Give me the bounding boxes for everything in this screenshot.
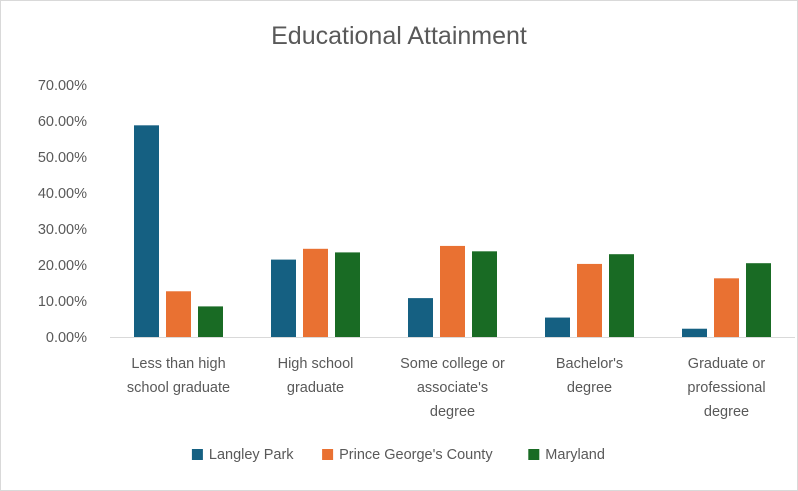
legend-swatch — [528, 449, 539, 460]
y-tick-label: 0.00% — [46, 330, 87, 346]
y-tick-label: 70.00% — [38, 78, 87, 94]
bar-prince-georges-county — [440, 246, 465, 337]
bar-maryland — [609, 254, 634, 337]
y-tick-label: 30.00% — [38, 222, 87, 238]
x-category-label: professional — [687, 380, 765, 396]
legend-swatch — [192, 449, 203, 460]
bar-prince-georges-county — [577, 264, 602, 337]
legend-label: Prince George's County — [339, 447, 493, 463]
bar-maryland — [472, 251, 497, 337]
y-tick-label: 50.00% — [38, 150, 87, 166]
y-tick-label: 60.00% — [38, 114, 87, 130]
legend-swatch — [322, 449, 333, 460]
x-category-label: Less than high — [131, 356, 225, 372]
bar-prince-georges-county — [166, 291, 191, 337]
x-category-label: degree — [430, 404, 475, 420]
bar-maryland — [198, 306, 223, 337]
bar-langley-park — [682, 329, 707, 337]
x-category-label: Bachelor's — [556, 356, 623, 372]
x-category-label: Graduate or — [688, 356, 766, 372]
x-category-label: degree — [567, 380, 612, 396]
legend-label: Maryland — [545, 447, 605, 463]
x-category-label: Some college or — [400, 356, 505, 372]
bar-langley-park — [271, 260, 296, 337]
y-tick-label: 20.00% — [38, 258, 87, 274]
bar-maryland — [335, 252, 360, 337]
bar-langley-park — [134, 125, 159, 337]
legend-label: Langley Park — [209, 447, 294, 463]
y-tick-label: 10.00% — [38, 294, 87, 310]
x-category-label: High school — [278, 356, 354, 372]
x-category-label: associate's — [417, 380, 488, 396]
bar-prince-georges-county — [714, 278, 739, 337]
bar-prince-georges-county — [303, 249, 328, 337]
y-tick-label: 40.00% — [38, 186, 87, 202]
x-category-label: degree — [704, 404, 749, 420]
x-category-label: graduate — [287, 380, 344, 396]
x-category-label: school graduate — [127, 380, 230, 396]
bar-maryland — [746, 263, 771, 337]
bar-langley-park — [545, 318, 570, 337]
bar-langley-park — [408, 298, 433, 337]
